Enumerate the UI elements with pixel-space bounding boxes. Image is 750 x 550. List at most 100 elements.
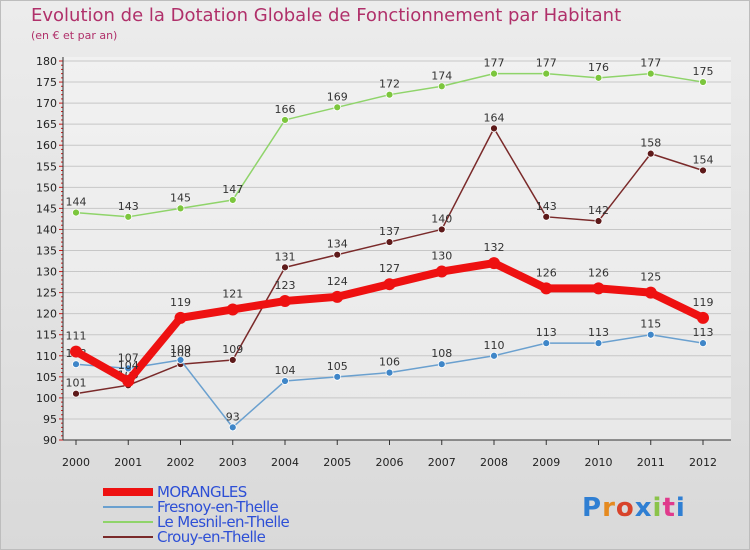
- data-point-morangles: [122, 375, 135, 388]
- data-point-crouy-en-thelle: [490, 124, 498, 133]
- data-label-crouy-en-thelle: 101: [66, 377, 87, 390]
- data-label-morangles: 104: [118, 359, 139, 372]
- data-point-morangles: [644, 286, 657, 299]
- data-label-le-mesnil-en-thelle: 147: [222, 183, 243, 196]
- y-tick-label: 165: [36, 118, 57, 131]
- data-point-le-mesnil-en-thelle: [333, 103, 342, 112]
- y-tick-label: 125: [36, 287, 57, 300]
- proxiti-logo: Proxiti: [582, 493, 686, 523]
- data-point-morangles: [383, 278, 396, 291]
- y-tick-label: 180: [36, 55, 57, 68]
- data-point-fresnoy-en-thelle: [333, 372, 342, 381]
- y-tick-label: 155: [36, 160, 57, 173]
- data-label-morangles: 126: [536, 266, 557, 279]
- y-tick-label: 90: [43, 434, 57, 447]
- logo-letter: t: [662, 493, 676, 523]
- logo-letter: i: [652, 493, 663, 523]
- data-label-le-mesnil-en-thelle: 176: [588, 61, 609, 74]
- data-label-crouy-en-thelle: 164: [484, 111, 505, 124]
- y-tick-label: 175: [36, 76, 57, 89]
- x-tick-label: 2010: [585, 456, 613, 469]
- x-tick-label: 2007: [428, 456, 456, 469]
- data-point-crouy-en-thelle: [699, 166, 707, 175]
- data-label-le-mesnil-en-thelle: 169: [327, 90, 348, 103]
- data-label-le-mesnil-en-thelle: 172: [379, 78, 400, 91]
- data-label-morangles: 124: [327, 275, 348, 288]
- data-label-le-mesnil-en-thelle: 177: [536, 57, 557, 70]
- data-point-fresnoy-en-thelle: [437, 360, 446, 369]
- data-point-morangles: [488, 257, 500, 270]
- y-tick-label: 115: [36, 329, 57, 342]
- x-tick-label: 2006: [376, 456, 404, 469]
- data-label-fresnoy-en-thelle: 104: [275, 364, 296, 377]
- data-point-crouy-en-thelle: [646, 149, 655, 158]
- data-point-le-mesnil-en-thelle: [542, 69, 551, 78]
- data-label-morangles: 119: [693, 296, 714, 309]
- logo-letter: i: [675, 493, 686, 523]
- logo-letter: x: [634, 493, 653, 523]
- data-point-le-mesnil-en-thelle: [646, 69, 655, 78]
- data-point-fresnoy-en-thelle: [124, 364, 133, 373]
- x-tick-label: 2005: [323, 456, 351, 469]
- data-point-fresnoy-en-thelle: [699, 339, 707, 348]
- data-point-morangles: [592, 282, 605, 295]
- data-label-fresnoy-en-thelle: 113: [536, 326, 557, 339]
- data-point-crouy-en-thelle: [542, 212, 551, 221]
- data-point-le-mesnil-en-thelle: [176, 204, 185, 213]
- data-label-fresnoy-en-thelle: 110: [484, 339, 505, 352]
- data-label-fresnoy-en-thelle: 108: [431, 347, 452, 360]
- x-tick-label: 2001: [114, 456, 142, 469]
- data-point-crouy-en-thelle: [594, 217, 603, 225]
- x-tick-label: 2004: [271, 456, 299, 469]
- x-tick-label: 2003: [219, 456, 247, 469]
- logo-letter: P: [582, 493, 603, 523]
- x-tick-label: 2009: [532, 456, 560, 469]
- data-label-le-mesnil-en-thelle: 177: [640, 57, 661, 70]
- data-label-fresnoy-en-thelle: 106: [379, 356, 400, 369]
- data-point-crouy-en-thelle: [72, 389, 80, 398]
- data-label-crouy-en-thelle: 142: [588, 204, 609, 217]
- logo-letter: o: [615, 493, 635, 523]
- data-label-morangles: 125: [640, 271, 661, 284]
- data-label-morangles: 123: [275, 279, 296, 292]
- data-label-crouy-en-thelle: 154: [693, 153, 714, 166]
- plot-area: [63, 57, 731, 440]
- data-label-morangles: 127: [379, 262, 400, 275]
- data-point-le-mesnil-en-thelle: [699, 78, 707, 86]
- legend-label-morangles: MORANGLES: [157, 483, 247, 501]
- data-point-crouy-en-thelle: [437, 225, 446, 234]
- data-label-crouy-en-thelle: 158: [640, 137, 661, 150]
- data-label-le-mesnil-en-thelle: 175: [693, 65, 714, 78]
- data-point-morangles: [435, 265, 448, 278]
- data-point-morangles: [174, 311, 187, 324]
- data-point-le-mesnil-en-thelle: [124, 212, 133, 221]
- legend-label-fresnoy-en-thelle: Fresnoy-en-Thelle: [157, 498, 279, 516]
- y-tick-label: 170: [36, 97, 57, 110]
- data-label-le-mesnil-en-thelle: 166: [275, 103, 296, 116]
- data-label-crouy-en-thelle: 108: [170, 347, 191, 360]
- data-point-crouy-en-thelle: [333, 250, 342, 259]
- data-label-fresnoy-en-thelle: 115: [640, 318, 661, 331]
- data-label-morangles: 121: [222, 287, 243, 300]
- data-label-morangles: 111: [66, 330, 87, 343]
- x-tick-label: 2011: [637, 456, 665, 469]
- data-label-fresnoy-en-thelle: 93: [226, 410, 240, 423]
- data-label-fresnoy-en-thelle: 105: [327, 360, 348, 373]
- data-point-fresnoy-en-thelle: [490, 351, 498, 360]
- data-label-le-mesnil-en-thelle: 143: [118, 200, 139, 213]
- data-point-fresnoy-en-thelle: [385, 368, 394, 377]
- y-tick-label: 150: [36, 181, 57, 194]
- data-label-fresnoy-en-thelle: 113: [588, 326, 609, 339]
- data-point-morangles: [540, 282, 553, 295]
- data-label-crouy-en-thelle: 137: [379, 225, 400, 238]
- data-point-fresnoy-en-thelle: [176, 356, 185, 364]
- data-label-morangles: 132: [484, 241, 505, 254]
- y-tick-label: 105: [36, 371, 57, 384]
- data-point-morangles: [697, 311, 709, 324]
- legend-label-le-mesnil-en-thelle: Le Mesnil-en-Thelle: [157, 513, 290, 531]
- data-point-le-mesnil-en-thelle: [490, 69, 498, 78]
- data-label-fresnoy-en-thelle: 109: [170, 343, 191, 356]
- data-point-fresnoy-en-thelle: [72, 360, 80, 369]
